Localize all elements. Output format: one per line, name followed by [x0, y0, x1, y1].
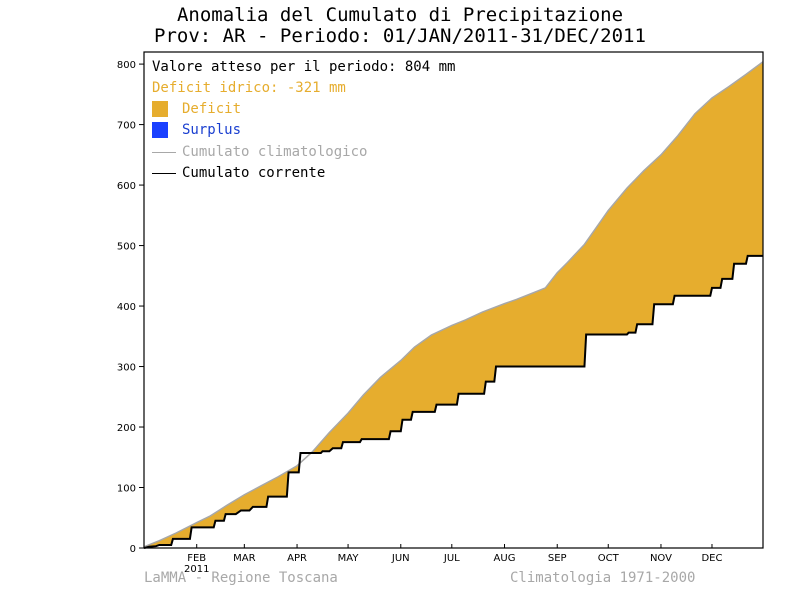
x-tick-label: MAY [338, 553, 360, 564]
x-tick-label: FEB [187, 553, 206, 564]
plot-frame [143, 51, 764, 549]
surplus-swatch [152, 122, 168, 138]
x-tick-label: APR [287, 553, 307, 564]
legend-deficit-value: Deficit idrico: -321 mm [152, 80, 346, 96]
series-line-climatological [144, 61, 763, 548]
x-tick-label: MAR [233, 553, 255, 564]
x-tick-label: NOV [650, 553, 672, 564]
current-line-swatch [152, 173, 176, 174]
deficit-area [144, 61, 763, 549]
footer-source: LaMMA - Regione Toscana [144, 570, 338, 586]
deficit-swatch [152, 101, 168, 117]
x-tick-label: AUG [494, 553, 516, 564]
chart-subtitle: Prov: AR - Periodo: 01/JAN/2011-31/DEC/2… [154, 25, 646, 47]
y-tick-label: 800 [117, 60, 136, 71]
y-tick-label: 200 [117, 423, 136, 434]
x-tick-label: JUN [391, 553, 410, 564]
x-tick-label: DEC [701, 553, 722, 564]
x-tick-sublabel: 2011 [184, 564, 209, 575]
chart-title: Anomalia del Cumulato di Precipitazione [176, 4, 624, 26]
y-tick-label: 300 [117, 363, 136, 374]
y-tick-label: 100 [117, 484, 136, 495]
x-tick-label: SEP [548, 553, 567, 564]
y-tick-label: 400 [117, 302, 136, 313]
legend-expected-value: Valore atteso per il periodo: 804 mm [152, 59, 456, 75]
y-tick-label: 700 [117, 121, 136, 132]
x-tick-label: JUL [443, 553, 460, 564]
footer-climatology: Climatologia 1971-2000 [510, 570, 696, 586]
y-tick-label: 0 [130, 544, 136, 555]
y-tick-label: 600 [117, 181, 136, 192]
x-tick-label: OCT [598, 553, 620, 564]
series-line-current [144, 254, 763, 549]
climatological-line-swatch [152, 152, 176, 153]
y-tick-label: 500 [117, 242, 136, 253]
